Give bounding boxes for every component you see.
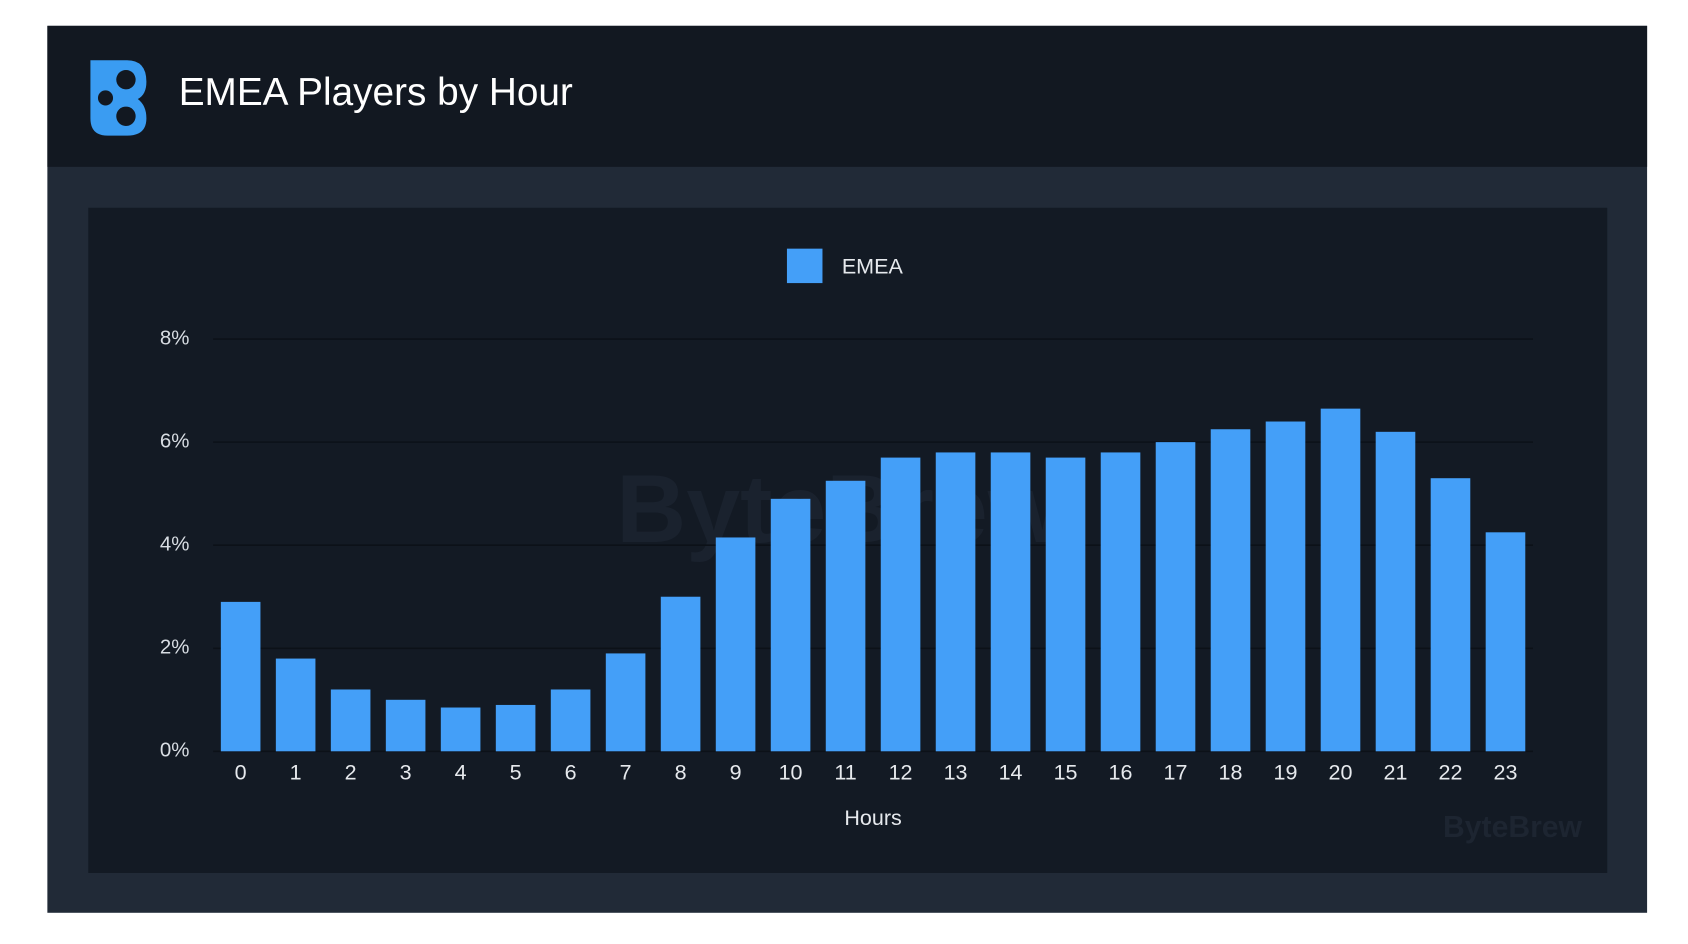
x-tick-label: 11 xyxy=(834,761,856,785)
bar xyxy=(495,704,536,752)
watermark-small: ByteBrew xyxy=(1443,811,1583,844)
x-tick-label: 14 xyxy=(999,761,1023,785)
header-bar xyxy=(47,25,1648,167)
legend-label: EMEA xyxy=(842,255,904,279)
bar xyxy=(990,452,1031,752)
x-tick-label: 19 xyxy=(1274,761,1298,785)
bar xyxy=(1265,421,1306,752)
x-tick-label: 18 xyxy=(1219,761,1243,785)
x-tick-label: 23 xyxy=(1494,761,1518,785)
bar xyxy=(660,596,701,752)
x-axis-label: Hours xyxy=(844,806,901,830)
bar xyxy=(220,601,261,752)
x-tick-label: 1 xyxy=(290,761,302,785)
x-tick-label: 15 xyxy=(1054,761,1078,785)
bar xyxy=(880,457,921,752)
x-tick-label: 6 xyxy=(565,761,577,785)
y-tick-label: 0% xyxy=(160,739,190,762)
legend-swatch xyxy=(786,248,823,284)
logo xyxy=(90,60,147,136)
bar xyxy=(1210,429,1251,752)
x-tick-label: 16 xyxy=(1109,761,1133,785)
x-tick-label: 5 xyxy=(510,761,522,785)
bar xyxy=(1485,532,1526,752)
bar xyxy=(770,498,811,752)
y-tick-label: 2% xyxy=(160,636,190,659)
y-tick-label: 8% xyxy=(160,326,190,349)
x-tick-label: 17 xyxy=(1164,761,1188,785)
x-tick-label: 4 xyxy=(455,761,467,785)
bar xyxy=(440,707,481,752)
bar xyxy=(935,452,976,752)
bar xyxy=(1375,431,1416,752)
bar xyxy=(385,699,426,752)
x-tick-label: 20 xyxy=(1329,761,1353,785)
bar xyxy=(1430,478,1471,752)
bar xyxy=(275,658,316,752)
page-title: EMEA Players by Hour xyxy=(179,71,573,114)
x-tick-label: 12 xyxy=(889,761,913,785)
x-tick-label: 8 xyxy=(675,761,687,785)
bar xyxy=(1100,452,1141,752)
x-tick-label: 10 xyxy=(779,761,803,785)
bar xyxy=(715,537,756,752)
bar xyxy=(330,689,371,752)
bar xyxy=(1155,442,1196,752)
x-tick-label: 7 xyxy=(620,761,632,785)
x-tick-label: 21 xyxy=(1384,761,1408,785)
x-tick-label: 0 xyxy=(235,761,247,785)
bar xyxy=(825,480,866,752)
bar xyxy=(1320,408,1361,752)
x-tick-label: 13 xyxy=(944,761,968,785)
y-tick-label: 4% xyxy=(160,533,190,556)
y-tick-label: 6% xyxy=(160,430,190,453)
bar xyxy=(550,689,591,752)
x-tick-label: 2 xyxy=(345,761,357,785)
bar xyxy=(1045,457,1086,752)
x-tick-label: 3 xyxy=(400,761,412,785)
x-tick-label: 22 xyxy=(1439,761,1463,785)
x-tick-label: 9 xyxy=(730,761,742,785)
bar xyxy=(605,653,646,752)
